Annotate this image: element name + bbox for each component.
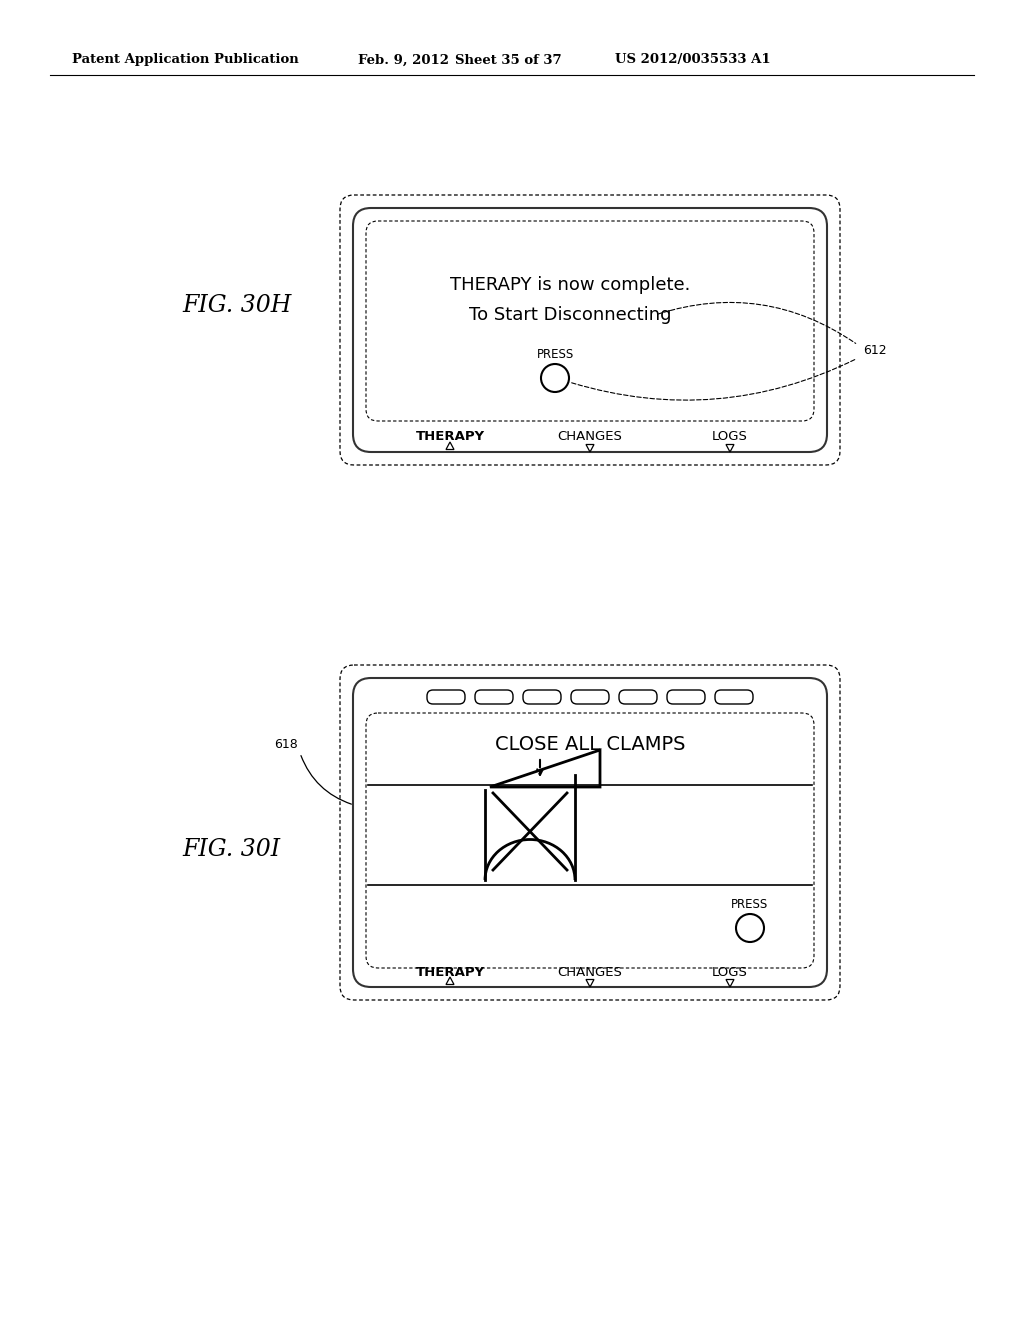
Circle shape <box>541 364 569 392</box>
FancyBboxPatch shape <box>353 678 827 987</box>
Text: THERAPY: THERAPY <box>416 430 484 444</box>
FancyBboxPatch shape <box>618 690 657 704</box>
Text: Patent Application Publication: Patent Application Publication <box>72 54 299 66</box>
Text: PRESS: PRESS <box>537 348 573 362</box>
Text: US 2012/0035533 A1: US 2012/0035533 A1 <box>615 54 771 66</box>
Text: OK: OK <box>545 371 565 384</box>
FancyBboxPatch shape <box>366 220 814 421</box>
Text: FIG. 30H: FIG. 30H <box>182 293 292 317</box>
Text: Sheet 35 of 37: Sheet 35 of 37 <box>455 54 561 66</box>
Text: FIG. 30I: FIG. 30I <box>182 838 281 862</box>
FancyBboxPatch shape <box>715 690 753 704</box>
Text: THERAPY: THERAPY <box>416 965 484 978</box>
Text: THERAPY is now complete.: THERAPY is now complete. <box>450 276 690 294</box>
FancyBboxPatch shape <box>523 690 561 704</box>
FancyBboxPatch shape <box>366 713 814 968</box>
Circle shape <box>736 913 764 942</box>
FancyBboxPatch shape <box>427 690 465 704</box>
FancyBboxPatch shape <box>475 690 513 704</box>
Text: To Start Disconnecting: To Start Disconnecting <box>469 306 672 323</box>
FancyBboxPatch shape <box>340 195 840 465</box>
FancyBboxPatch shape <box>667 690 705 704</box>
FancyArrowPatch shape <box>571 359 855 400</box>
FancyBboxPatch shape <box>571 690 609 704</box>
Text: PRESS: PRESS <box>731 899 769 912</box>
Text: 618: 618 <box>274 738 298 751</box>
Text: 612: 612 <box>863 343 887 356</box>
FancyArrowPatch shape <box>301 755 351 804</box>
Text: OK: OK <box>740 921 760 935</box>
Text: CHANGES: CHANGES <box>557 430 623 444</box>
Text: CLOSE ALL CLAMPS: CLOSE ALL CLAMPS <box>495 735 685 755</box>
Text: LOGS: LOGS <box>712 965 748 978</box>
FancyBboxPatch shape <box>353 209 827 451</box>
Text: CHANGES: CHANGES <box>557 965 623 978</box>
FancyBboxPatch shape <box>340 665 840 1001</box>
Text: LOGS: LOGS <box>712 430 748 444</box>
FancyArrowPatch shape <box>657 302 856 343</box>
Text: Feb. 9, 2012: Feb. 9, 2012 <box>358 54 449 66</box>
